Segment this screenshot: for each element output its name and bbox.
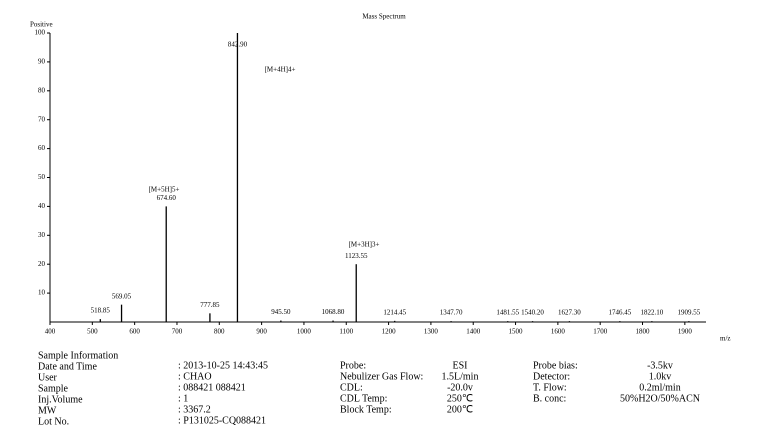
x-tick-label: 900 xyxy=(256,328,267,336)
info-label: Sample xyxy=(38,383,69,394)
annotation: [M+5H]5+ xyxy=(149,186,180,194)
y-tick-label: 30 xyxy=(38,231,46,239)
x-tick-label: 1200 xyxy=(382,328,397,336)
x-tick-label: 600 xyxy=(129,328,140,336)
info-value: : 2013-10-25 14:43:45 xyxy=(178,360,268,371)
peak-label: 842.90 xyxy=(228,41,248,49)
param-value: 250℃ xyxy=(447,393,473,404)
x-axis-label: m/z xyxy=(720,335,731,343)
param-label: CDL Temp: xyxy=(340,393,387,404)
y-tick-label: 100 xyxy=(35,29,46,37)
peak-label: 569.05 xyxy=(112,292,132,300)
annotation: [M+3H]3+ xyxy=(349,241,380,249)
info-title: Sample Information xyxy=(38,350,118,361)
param-label: Nebulizer Gas Flow: xyxy=(340,371,423,382)
y-tick-label: 10 xyxy=(38,289,46,297)
peak-label: 1347.70 xyxy=(440,309,463,317)
x-tick-label: 1800 xyxy=(636,328,651,336)
param-value: -3.5kv xyxy=(647,360,673,371)
param-value: 50%H2O/50%ACN xyxy=(620,393,700,404)
y-tick-label: 80 xyxy=(38,86,46,94)
peak-label: 674.60 xyxy=(157,194,177,202)
param-value: -20.0v xyxy=(447,382,473,393)
peak-label: 1627.30 xyxy=(558,309,581,317)
peak-label: 1746.45 xyxy=(608,309,631,317)
peak-label: 945.50 xyxy=(271,308,291,316)
param-value: 200℃ xyxy=(447,404,473,415)
info-value: : 3367.2 xyxy=(178,404,211,415)
y-tick-label: 50 xyxy=(38,173,46,181)
peak-label: 1481.55 xyxy=(496,309,519,317)
param-value: 1.0kv xyxy=(649,371,672,382)
peak-label: 1909.55 xyxy=(678,309,701,317)
param-label: CDL: xyxy=(340,382,363,393)
x-tick-label: 400 xyxy=(45,328,56,336)
peak-label: 1822.10 xyxy=(640,309,663,317)
y-tick-label: 60 xyxy=(38,144,46,152)
info-label: Inj.Volume xyxy=(38,394,83,405)
subtitle: Positive xyxy=(30,21,53,29)
info-value: : CHAO xyxy=(178,371,212,382)
x-tick-label: 800 xyxy=(214,328,225,336)
peak-label: 1123.55 xyxy=(345,252,368,260)
x-tick-label: 1700 xyxy=(593,328,608,336)
info-label: User xyxy=(38,372,58,383)
y-tick-label: 40 xyxy=(38,202,46,210)
param-label: B. conc: xyxy=(533,393,566,404)
param-label: Block Temp: xyxy=(340,404,392,415)
x-tick-label: 1000 xyxy=(297,328,312,336)
param-value: 0.2ml/min xyxy=(639,382,680,393)
info-value: : P131025-CQ088421 xyxy=(178,415,266,426)
param-value: 1.5L/min xyxy=(442,371,479,382)
x-tick-label: 500 xyxy=(87,328,98,336)
param-label: Detector: xyxy=(533,371,570,382)
info-label: Date and Time xyxy=(38,361,97,372)
x-tick-label: 1900 xyxy=(678,328,693,336)
x-tick-label: 1100 xyxy=(339,328,353,336)
peak-label: 1540.20 xyxy=(521,309,544,317)
x-tick-label: 1400 xyxy=(466,328,481,336)
y-tick-label: 90 xyxy=(38,58,46,66)
peak-label: 1068.80 xyxy=(322,308,345,316)
x-tick-label: 1300 xyxy=(424,328,439,336)
y-tick-label: 20 xyxy=(38,260,46,268)
y-tick-label: 70 xyxy=(38,115,46,123)
chart-title: Mass Spectrum xyxy=(362,13,406,21)
x-tick-label: 1600 xyxy=(551,328,566,336)
param-label: Probe: xyxy=(340,360,366,371)
peak-label: 777.85 xyxy=(200,301,220,309)
param-label: T. Flow: xyxy=(533,382,567,393)
info-label: Lot No. xyxy=(38,416,69,427)
param-value: ESI xyxy=(453,360,468,371)
x-tick-label: 700 xyxy=(172,328,183,336)
param-label: Probe bias: xyxy=(533,360,578,371)
info-label: MW xyxy=(38,405,57,416)
peak-label: 518.85 xyxy=(91,307,111,315)
x-tick-label: 1500 xyxy=(509,328,524,336)
info-value: : 088421 088421 xyxy=(178,382,246,393)
info-value: : 1 xyxy=(178,393,188,404)
annotation: [M+4H]4+ xyxy=(265,66,296,74)
peak-label: 1214.45 xyxy=(383,308,406,316)
